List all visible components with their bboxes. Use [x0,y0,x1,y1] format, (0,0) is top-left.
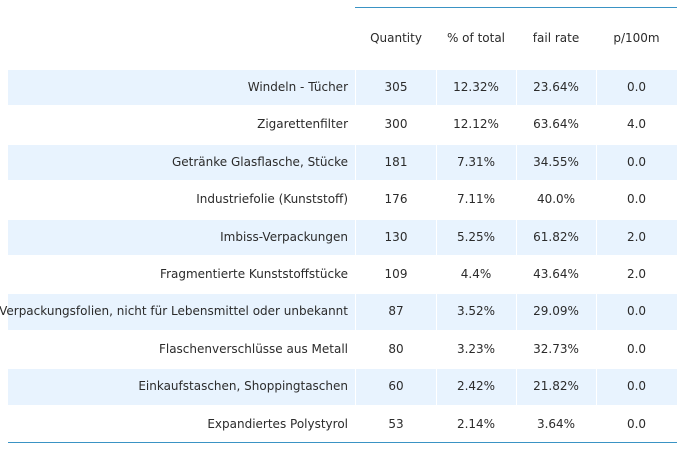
cell-percent-of-total: 5.25% [436,219,516,256]
table-header: Quantity % of total fail rate p/100m [0,8,684,69]
cell-p-per-100m: 2.0 [596,256,677,293]
row-label: Einkaufstaschen, Shoppingtaschen [138,368,348,405]
cell-fail-rate: 3.64% [516,406,596,443]
row-label: Flaschenverschlüsse aus Metall [159,331,348,368]
cell-fail-rate: 21.82% [516,368,596,405]
column-header-fail-rate: fail rate [516,8,596,69]
cell-fail-rate: 43.64% [516,256,596,293]
table-body: Windeln - Tücher 305 12.32% 23.64% 0.0 Zigare… [0,69,684,443]
row-label: Imbiss-Verpackungen [220,219,348,256]
cell-quantity: 80 [356,331,436,368]
table-row: Fragmentierte Kunststoffstücke 109 4.4% 43.… [0,256,684,293]
cell-quantity: 181 [356,144,436,181]
cell-fail-rate: 23.64% [516,69,596,106]
column-header-quantity: Quantity [356,8,436,69]
cell-quantity: 176 [356,181,436,218]
cell-quantity: 109 [356,256,436,293]
cell-percent-of-total: 3.52% [436,293,516,330]
row-label: Verpackungsfolien, nicht für Lebensmitte… [0,293,348,330]
column-header-percent-of-total: % of total [436,8,516,69]
cell-percent-of-total: 7.31% [436,144,516,181]
table-row: Getränke Glasflasche, Stücke 181 7.31% 34.5… [0,144,684,181]
cell-p-per-100m: 0.0 [596,69,677,106]
cell-quantity: 130 [356,219,436,256]
cell-p-per-100m: 2.0 [596,219,677,256]
row-label: Expandiertes Polystyrol [207,406,348,443]
table-row: Verpackungsfolien, nicht für Lebensmitte… [0,293,684,330]
cell-p-per-100m: 0.0 [596,181,677,218]
cell-fail-rate: 40.0% [516,181,596,218]
row-label: Industriefolie (Kunststoff) [196,181,348,218]
table-row: Industriefolie (Kunststoff) 176 7.11% 40.0%… [0,181,684,218]
table-row: Einkaufstaschen, Shoppingtaschen 60 2.42% 2… [0,368,684,405]
cell-percent-of-total: 2.42% [436,368,516,405]
row-label: Zigarettenfilter [257,106,348,143]
cell-fail-rate: 61.82% [516,219,596,256]
cell-p-per-100m: 0.0 [596,293,677,330]
cell-percent-of-total: 2.14% [436,406,516,443]
cell-percent-of-total: 3.23% [436,331,516,368]
column-header-p-per-100m: p/100m [596,8,677,69]
table-row: Flaschenverschlüsse aus Metall 80 3.23% 32.… [0,331,684,368]
row-label: Windeln - Tücher [248,69,348,106]
cell-p-per-100m: 4.0 [596,106,677,143]
cell-quantity: 87 [356,293,436,330]
cell-quantity: 305 [356,69,436,106]
cell-fail-rate: 32.73% [516,331,596,368]
cell-p-per-100m: 0.0 [596,331,677,368]
cell-p-per-100m: 0.0 [596,368,677,405]
cell-percent-of-total: 12.12% [436,106,516,143]
cell-percent-of-total: 12.32% [436,69,516,106]
cell-fail-rate: 63.64% [516,106,596,143]
cell-quantity: 300 [356,106,436,143]
table-row: Imbiss-Verpackungen 130 5.25% 61.82% 2.0 [0,219,684,256]
cell-quantity: 60 [356,368,436,405]
table-row: Windeln - Tücher 305 12.32% 23.64% 0.0 [0,69,684,106]
cell-percent-of-total: 4.4% [436,256,516,293]
row-label: Fragmentierte Kunststoffstücke [160,256,348,293]
table-row: Zigarettenfilter 300 12.12% 63.64% 4.0 [0,106,684,143]
cell-p-per-100m: 0.0 [596,144,677,181]
cell-fail-rate: 29.09% [516,293,596,330]
row-label: Getränke Glasflasche, Stücke [172,144,348,181]
table-bottom-rule [8,442,677,443]
cell-fail-rate: 34.55% [516,144,596,181]
cell-p-per-100m: 0.0 [596,406,677,443]
cell-quantity: 53 [356,406,436,443]
table-row: Expandiertes Polystyrol 53 2.14% 3.64% 0.0 [0,406,684,443]
cell-percent-of-total: 7.11% [436,181,516,218]
